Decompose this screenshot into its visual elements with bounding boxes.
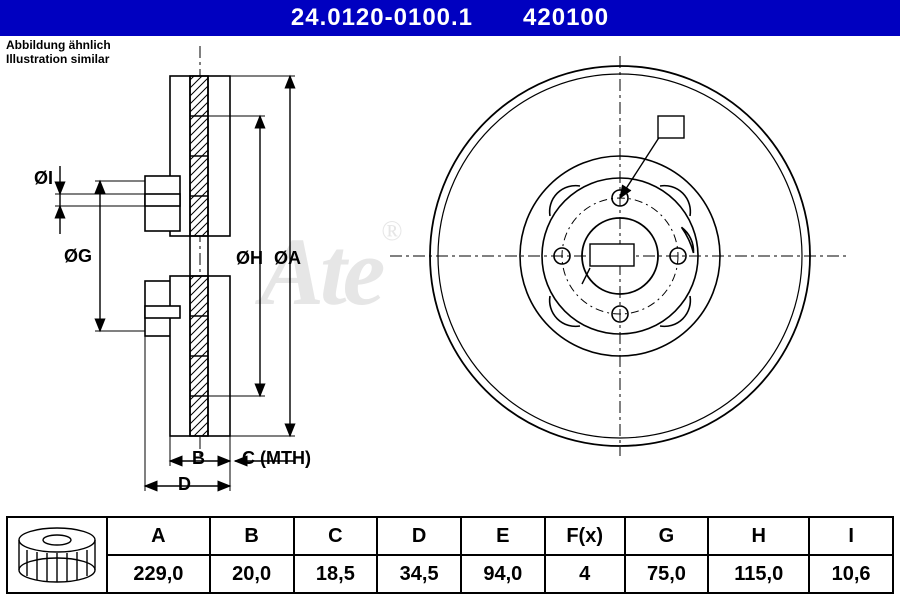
col-F: F(x)	[545, 517, 625, 555]
dimension-table: A B C D E F(x) G H I 229,0 20,0 18,5 34,…	[6, 516, 894, 594]
diagram-area: Ate®	[0, 36, 900, 494]
table-value-row: 229,0 20,0 18,5 34,5 94,0 4 75,0 115,0 1…	[7, 555, 893, 593]
disc-icon-cell	[7, 517, 107, 593]
val-F: 4	[545, 555, 625, 593]
col-D: D	[377, 517, 461, 555]
part-number: 24.0120-0100.1	[291, 4, 473, 32]
val-D: 34,5	[377, 555, 461, 593]
col-E: E	[461, 517, 545, 555]
table-header-row: A B C D E F(x) G H I	[7, 517, 893, 555]
val-B: 20,0	[210, 555, 294, 593]
col-H: H	[708, 517, 809, 555]
part-code: 420100	[523, 4, 609, 32]
vented-disc-icon	[13, 520, 101, 590]
technical-drawing	[0, 36, 900, 494]
col-B: B	[210, 517, 294, 555]
title-bar: 24.0120-0100.1 420100	[0, 0, 900, 36]
col-I: I	[809, 517, 893, 555]
val-H: 115,0	[708, 555, 809, 593]
val-I: 10,6	[809, 555, 893, 593]
col-C: C	[294, 517, 378, 555]
col-A: A	[107, 517, 210, 555]
col-G: G	[625, 517, 709, 555]
val-A: 229,0	[107, 555, 210, 593]
side-view	[55, 46, 295, 491]
val-C: 18,5	[294, 555, 378, 593]
val-G: 75,0	[625, 555, 709, 593]
val-E: 94,0	[461, 555, 545, 593]
front-view	[390, 56, 850, 456]
